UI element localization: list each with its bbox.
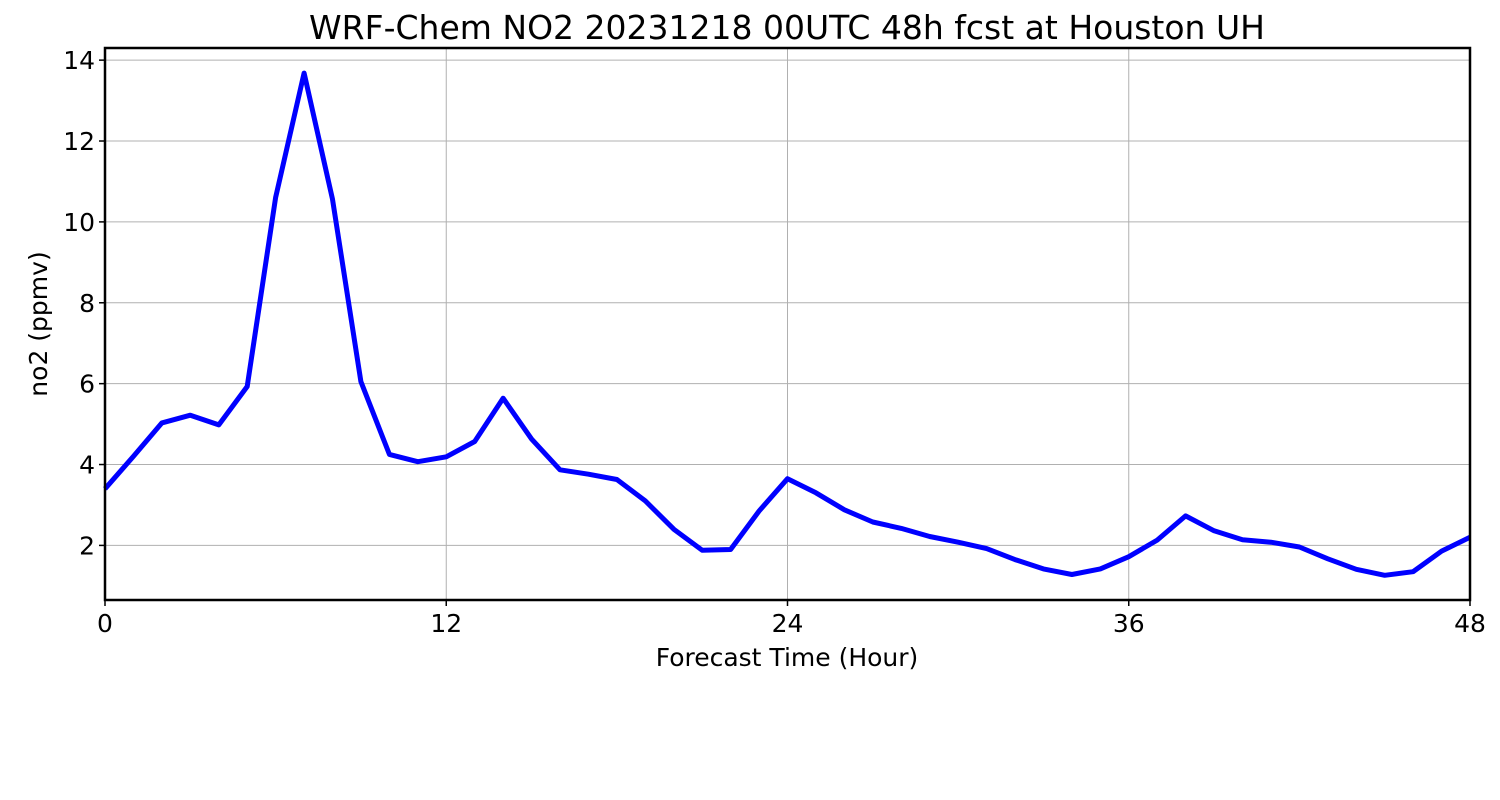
series-layer — [103, 70, 1472, 578]
x-tick-label: 0 — [97, 609, 113, 638]
tick-marks — [99, 59, 1471, 606]
y-tick-label: 4 — [79, 451, 95, 480]
y-tick-label: 12 — [63, 127, 95, 156]
x-tick-labels: 0 12 24 36 48 — [97, 609, 1486, 638]
x-tick-label: 48 — [1454, 609, 1486, 638]
x-axis-label: Forecast Time (Hour) — [656, 643, 919, 672]
y-tick-label: 6 — [79, 370, 95, 399]
y-tick-label: 8 — [79, 289, 95, 318]
grid-lines — [104, 48, 1471, 600]
y-axis-label: no2 (ppmv) — [24, 251, 53, 396]
x-tick-label: 36 — [1113, 609, 1145, 638]
x-tick-label: 24 — [772, 609, 804, 638]
y-tick-label: 10 — [63, 208, 95, 237]
chart-title: WRF-Chem NO2 20231218 00UTC 48h fcst at … — [309, 8, 1265, 47]
y-tick-label: 2 — [79, 531, 95, 560]
x-tick-label: 12 — [430, 609, 462, 638]
y-tick-label: 14 — [63, 46, 95, 75]
no2-series-line — [103, 70, 1472, 578]
y-tick-labels: 2 4 6 8 10 12 14 — [63, 46, 95, 560]
